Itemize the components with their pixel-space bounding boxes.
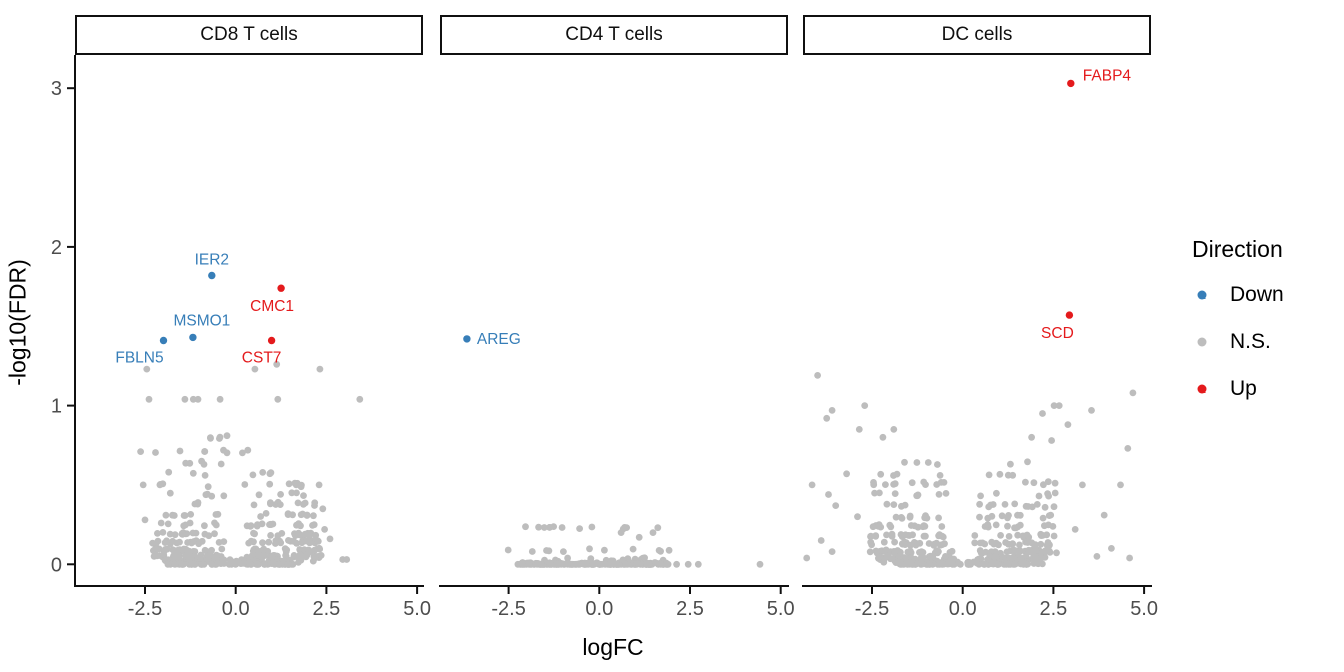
x-tick-label: 0.0 (222, 598, 250, 620)
facet-strip-dc: DC cells (803, 15, 1151, 55)
y-tick-label: 0 (51, 554, 62, 576)
down-point-icon: a (1192, 285, 1212, 305)
legend-label-down: Down (1230, 283, 1284, 306)
legend-label-ns: N.S. (1230, 330, 1271, 353)
legend: Direction a Down N.S. a Up (1192, 236, 1284, 424)
down-dot (1197, 290, 1207, 300)
legend-title: Direction (1192, 236, 1283, 262)
legend-entry-up: a Up (1192, 377, 1284, 401)
up-dot (1197, 384, 1207, 394)
legend-label-up: Up (1230, 377, 1257, 400)
y-axis-title: -log10(FDR) (4, 259, 31, 386)
gene-point-CMC1 (277, 284, 285, 292)
gene-label-MSMO1: MSMO1 (173, 312, 230, 329)
y-tick-label: 2 (51, 237, 62, 259)
gene-point-MSMO1 (189, 333, 197, 342)
x-tick-label: 5.0 (767, 598, 795, 620)
x-tick-label: -2.5 (128, 598, 162, 620)
gene-label-FABP4: FABP4 (1083, 67, 1132, 84)
labeled-points-layer: IER2 MSMO1 FBLN5 CMC1 CST7 AREG FABP4 SCD (115, 67, 1131, 366)
legend-entry-ns: N.S. (1192, 330, 1284, 354)
facet-label-cd4: CD4 T cells (565, 24, 663, 45)
x-tick-label: 0.0 (585, 598, 613, 620)
x-tick-label: 0.0 (949, 598, 977, 620)
gene-point-FBLN5 (159, 336, 168, 345)
ns-points-layer (137, 360, 1137, 568)
y-tick-label: 1 (51, 396, 62, 418)
gene-label-FBLN5: FBLN5 (115, 350, 163, 367)
facet-strip-cd4: CD4 T cells (440, 15, 788, 55)
x-tick-label: -2.5 (491, 598, 525, 620)
gene-point-AREG (463, 335, 471, 343)
gene-label-CMC1: CMC1 (250, 298, 294, 315)
gene-point-CST7 (267, 336, 276, 345)
gene-point-SCD (1065, 311, 1074, 319)
ns-dot (1197, 337, 1207, 347)
x-tick-label: 5.0 (403, 598, 431, 620)
gene-label-CST7: CST7 (242, 350, 282, 367)
legend-entry-down: a Down (1192, 283, 1284, 307)
up-point-icon: a (1192, 379, 1212, 399)
y-tick-label: 3 (51, 78, 62, 100)
x-axis-title: logFC (582, 634, 644, 660)
gene-label-SCD: SCD (1041, 325, 1074, 342)
gene-label-IER2: IER2 (195, 252, 229, 269)
gene-point-IER2 (208, 271, 216, 280)
ns-point-icon (1192, 332, 1212, 352)
x-tick-label: -2.5 (855, 598, 889, 620)
facet-strip-cd8: CD8 T cells (75, 15, 423, 55)
x-tick-label: 2.5 (312, 598, 340, 620)
x-tick-label: 2.5 (1039, 598, 1067, 620)
gene-point-FABP4 (1067, 79, 1075, 88)
gene-label-AREG: AREG (477, 331, 521, 348)
facet-label-dc: DC cells (941, 24, 1013, 45)
x-tick-label: 2.5 (676, 598, 704, 620)
x-tick-label: 5.0 (1130, 598, 1158, 620)
facet-label-cd8: CD8 T cells (200, 24, 298, 45)
